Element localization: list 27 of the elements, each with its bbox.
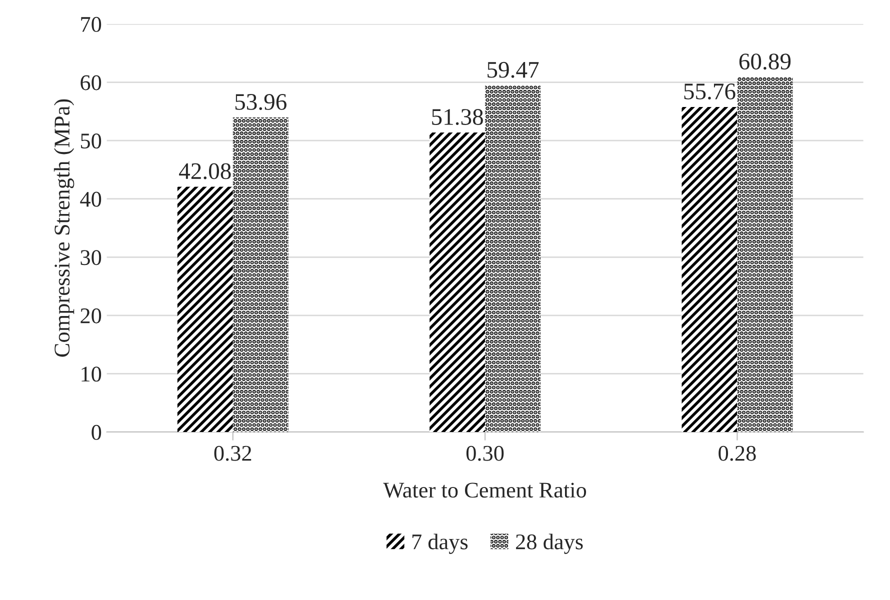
- data-label: 59.47: [488, 62, 539, 78]
- y-tick-label: 10: [82, 366, 102, 382]
- y-tick-label: 30: [80, 250, 102, 266]
- data-label: 60.89: [739, 54, 791, 70]
- data-label: 53.96: [235, 94, 286, 110]
- y-tick-label: 0: [92, 424, 102, 440]
- x-tick-label: 0.32: [214, 446, 252, 461]
- y-axis-title: Compressive Strength (MPa): [54, 99, 74, 357]
- bar: [485, 85, 541, 432]
- y-tick-label: 40: [80, 192, 102, 207]
- data-label: 55.76: [684, 84, 736, 100]
- y-tick-label: 20: [80, 308, 102, 324]
- bar: [682, 107, 738, 432]
- y-tick-label: 60: [80, 75, 102, 90]
- y-tick-label: 50: [81, 134, 102, 148]
- legend-label: 28 days: [516, 534, 583, 554]
- y-tick-label: 70: [81, 16, 102, 32]
- data-label: 42.08: [179, 163, 231, 180]
- bar: [430, 132, 486, 432]
- bar: [737, 77, 793, 432]
- bar: [177, 186, 233, 432]
- legend-label: 7 days: [412, 534, 468, 554]
- x-tick-label: 0.28: [718, 446, 756, 461]
- x-tick-label: 0.30: [466, 446, 504, 461]
- bar: [232, 117, 288, 432]
- x-axis-title: Water to Cement Ratio: [383, 482, 586, 498]
- data-label: 51.38: [432, 109, 483, 126]
